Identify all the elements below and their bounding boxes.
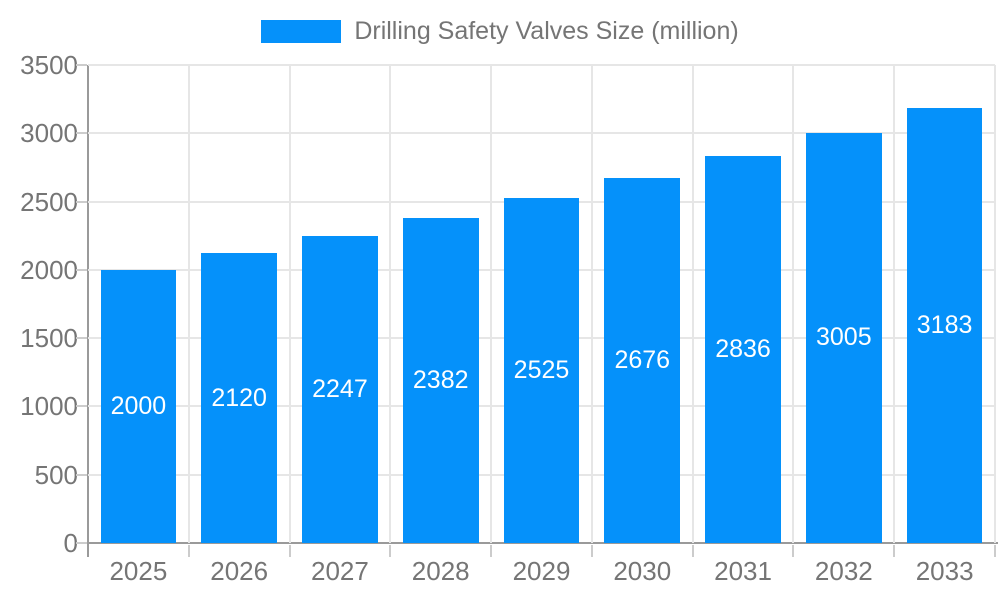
x-axis-tick	[994, 545, 996, 557]
y-axis-tick	[76, 268, 87, 271]
legend-label: Drilling Safety Valves Size (million)	[354, 17, 739, 45]
y-axis-tick	[76, 132, 87, 135]
y-axis-tick	[76, 473, 87, 476]
x-axis-label: 2027	[311, 556, 369, 586]
y-axis-tick	[76, 542, 87, 544]
bar[interactable]: 2676	[604, 177, 681, 543]
vertical-gridline	[590, 65, 593, 543]
x-axis-tick	[590, 545, 593, 557]
x-axis-label: 2029	[512, 556, 571, 586]
vertical-gridline	[187, 65, 190, 543]
bar-value-label: 2836	[715, 334, 771, 363]
vertical-gridline	[994, 65, 996, 543]
bar[interactable]: 2836	[705, 155, 781, 543]
bar-value-label: 2247	[312, 375, 368, 404]
x-axis-tick	[691, 545, 694, 557]
x-axis-label: 2033	[915, 556, 974, 586]
bar-value-label: 2382	[412, 365, 469, 394]
y-axis-tick	[76, 200, 87, 203]
x-axis-tick	[288, 545, 291, 557]
x-axis-label: 2031	[714, 556, 772, 586]
y-axis-label: 500	[34, 459, 78, 490]
y-axis-label: 1500	[20, 323, 78, 354]
y-axis-label: 2000	[20, 254, 78, 285]
vertical-gridline	[288, 65, 291, 543]
bar[interactable]: 2382	[402, 217, 479, 543]
horizontal-gridline	[88, 132, 995, 135]
x-axis-label: 2026	[210, 556, 269, 586]
y-axis-label: 3000	[20, 118, 78, 149]
bar-value-label: 3183	[916, 311, 973, 340]
bar[interactable]: 2525	[503, 198, 580, 543]
y-axis-label: 3500	[20, 50, 78, 80]
vertical-gridline	[893, 65, 896, 543]
y-axis-tick	[76, 337, 87, 340]
bar-value-label: 2120	[211, 383, 267, 412]
x-axis-tick	[490, 545, 493, 557]
x-axis-tick	[893, 545, 896, 557]
x-axis-label: 2028	[411, 556, 470, 586]
bar[interactable]: 2247	[302, 236, 378, 543]
bar-value-label: 3005	[816, 323, 872, 352]
bar[interactable]: 3005	[806, 132, 882, 543]
y-axis-label: 2500	[20, 186, 78, 217]
y-axis-tick	[76, 405, 87, 408]
bar[interactable]: 2120	[201, 253, 277, 543]
bar-value-label: 2676	[614, 345, 671, 374]
x-axis-tick	[187, 545, 190, 557]
vertical-gridline	[490, 65, 493, 543]
legend-item[interactable]: Drilling Safety Valves Size (million)	[261, 17, 739, 45]
y-axis-label: 0	[63, 528, 78, 558]
legend-swatch-icon	[261, 20, 342, 43]
bar[interactable]: 3183	[906, 108, 983, 543]
x-axis-label: 2025	[109, 556, 168, 586]
vertical-gridline	[691, 65, 694, 543]
legend: Drilling Safety Valves Size (million)	[0, 18, 1000, 45]
horizontal-gridline	[88, 64, 995, 66]
x-axis-line	[87, 542, 998, 544]
y-axis-label: 1000	[20, 391, 78, 422]
x-axis-label: 2032	[814, 556, 873, 586]
x-axis-label: 2030	[613, 556, 672, 586]
bar-value-label: 2525	[513, 356, 570, 385]
x-axis-tick	[792, 545, 795, 557]
y-axis-tick	[76, 64, 87, 66]
bar[interactable]: 2000	[100, 269, 177, 543]
vertical-gridline	[792, 65, 795, 543]
y-axis-line	[87, 65, 89, 557]
vertical-gridline	[389, 65, 392, 543]
bar-value-label: 2000	[110, 391, 167, 420]
x-axis-tick	[389, 545, 392, 557]
plot-area: 2000 2120 2247 2382 2525 2676 2836 3005 3183	[88, 64, 996, 543]
